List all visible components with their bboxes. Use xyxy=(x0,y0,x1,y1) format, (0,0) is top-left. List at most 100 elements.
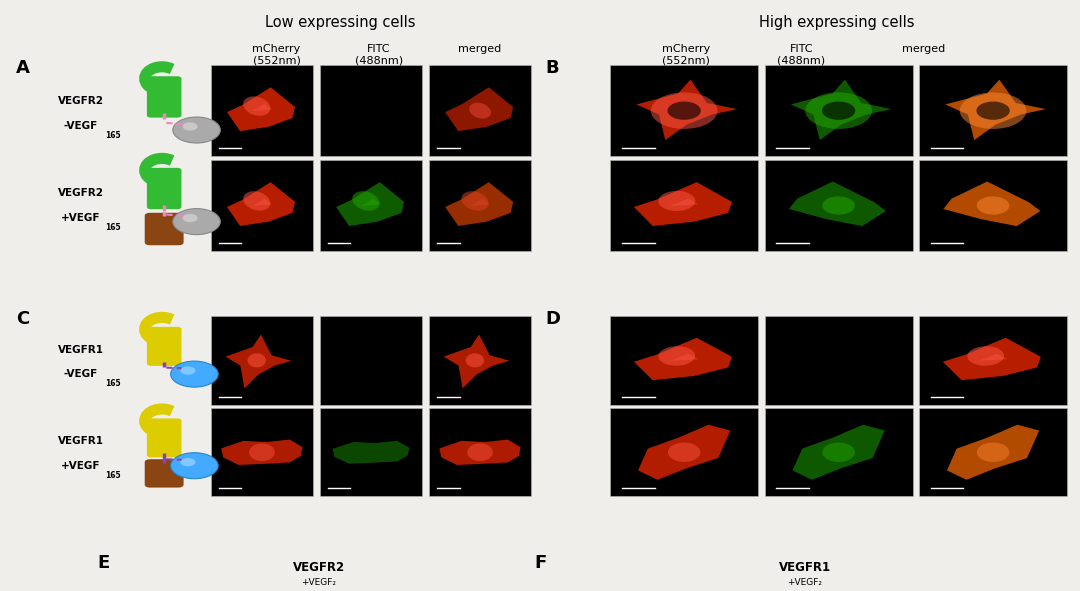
Bar xyxy=(765,65,913,156)
Circle shape xyxy=(180,366,195,375)
Bar xyxy=(429,160,531,251)
Bar xyxy=(610,408,758,496)
Circle shape xyxy=(171,361,218,387)
PathPatch shape xyxy=(227,87,295,131)
FancyBboxPatch shape xyxy=(147,327,181,366)
PathPatch shape xyxy=(444,335,510,388)
PathPatch shape xyxy=(634,182,732,226)
Text: VEGFR1: VEGFR1 xyxy=(58,345,104,355)
Circle shape xyxy=(171,453,218,479)
Text: E: E xyxy=(97,554,109,572)
Text: merged: merged xyxy=(902,44,945,54)
Text: A: A xyxy=(16,59,30,77)
Circle shape xyxy=(976,102,1010,120)
Bar xyxy=(211,408,313,496)
Bar xyxy=(765,408,913,496)
Text: FITC
(488nm): FITC (488nm) xyxy=(355,44,403,66)
PathPatch shape xyxy=(943,181,1040,226)
Bar xyxy=(919,316,1067,404)
PathPatch shape xyxy=(636,80,737,140)
PathPatch shape xyxy=(440,440,521,465)
Text: VEGFR1: VEGFR1 xyxy=(58,436,104,446)
Circle shape xyxy=(164,427,177,434)
PathPatch shape xyxy=(793,425,885,480)
PathPatch shape xyxy=(336,182,404,226)
Bar xyxy=(429,316,531,404)
Text: +VEGF₂: +VEGF₂ xyxy=(787,578,822,587)
Bar xyxy=(211,316,313,404)
FancyBboxPatch shape xyxy=(147,76,181,118)
PathPatch shape xyxy=(978,353,1008,361)
Bar xyxy=(610,160,758,251)
FancyBboxPatch shape xyxy=(147,168,181,209)
Text: 165: 165 xyxy=(105,223,120,232)
Bar xyxy=(610,65,758,156)
FancyBboxPatch shape xyxy=(145,459,184,488)
PathPatch shape xyxy=(333,441,409,464)
Text: VEGFR2: VEGFR2 xyxy=(58,96,104,106)
Bar xyxy=(320,65,422,156)
PathPatch shape xyxy=(634,337,732,380)
Circle shape xyxy=(164,85,177,92)
PathPatch shape xyxy=(252,199,272,206)
Text: +VEGF: +VEGF xyxy=(62,213,100,223)
Bar xyxy=(765,316,913,404)
PathPatch shape xyxy=(252,103,272,111)
Ellipse shape xyxy=(469,103,491,119)
Ellipse shape xyxy=(247,353,266,368)
Ellipse shape xyxy=(465,353,484,368)
Circle shape xyxy=(667,102,701,120)
Text: 165: 165 xyxy=(105,471,120,480)
Text: merged: merged xyxy=(458,44,501,54)
Ellipse shape xyxy=(243,191,270,211)
Circle shape xyxy=(822,102,855,120)
Circle shape xyxy=(180,458,195,466)
Circle shape xyxy=(183,122,198,131)
Text: C: C xyxy=(16,310,29,328)
FancyBboxPatch shape xyxy=(145,213,184,245)
Ellipse shape xyxy=(243,96,270,116)
PathPatch shape xyxy=(445,87,513,131)
Bar xyxy=(320,160,422,251)
Bar xyxy=(320,408,422,496)
Bar xyxy=(765,160,913,251)
Text: F: F xyxy=(535,554,546,572)
Bar xyxy=(320,316,422,404)
Text: FITC
(488nm): FITC (488nm) xyxy=(778,44,825,66)
Text: -VEGF: -VEGF xyxy=(64,369,98,379)
Bar xyxy=(211,160,313,251)
PathPatch shape xyxy=(943,337,1041,380)
Ellipse shape xyxy=(461,191,488,211)
Bar xyxy=(429,65,531,156)
Circle shape xyxy=(960,92,1026,129)
Ellipse shape xyxy=(468,443,492,461)
Text: mCherry
(552nm): mCherry (552nm) xyxy=(662,44,710,66)
Ellipse shape xyxy=(352,191,379,211)
PathPatch shape xyxy=(945,80,1045,140)
Text: D: D xyxy=(545,310,561,328)
Text: VEGFR2: VEGFR2 xyxy=(293,561,345,574)
Text: VEGFR1: VEGFR1 xyxy=(779,561,831,574)
PathPatch shape xyxy=(947,425,1039,480)
Bar xyxy=(919,65,1067,156)
Ellipse shape xyxy=(822,196,855,215)
PathPatch shape xyxy=(791,80,891,140)
Ellipse shape xyxy=(968,346,1004,366)
Ellipse shape xyxy=(659,346,696,366)
PathPatch shape xyxy=(670,199,699,206)
PathPatch shape xyxy=(361,199,381,206)
Circle shape xyxy=(173,209,220,235)
Circle shape xyxy=(173,117,220,143)
Circle shape xyxy=(651,92,717,129)
PathPatch shape xyxy=(445,182,513,226)
Bar xyxy=(211,65,313,156)
Text: mCherry
(552nm): mCherry (552nm) xyxy=(253,44,300,66)
Bar xyxy=(610,316,758,404)
Circle shape xyxy=(183,214,198,222)
Bar xyxy=(919,408,1067,496)
Circle shape xyxy=(806,92,872,129)
PathPatch shape xyxy=(227,182,295,226)
Ellipse shape xyxy=(976,196,1010,215)
PathPatch shape xyxy=(670,353,699,361)
Text: High expressing cells: High expressing cells xyxy=(759,15,915,30)
